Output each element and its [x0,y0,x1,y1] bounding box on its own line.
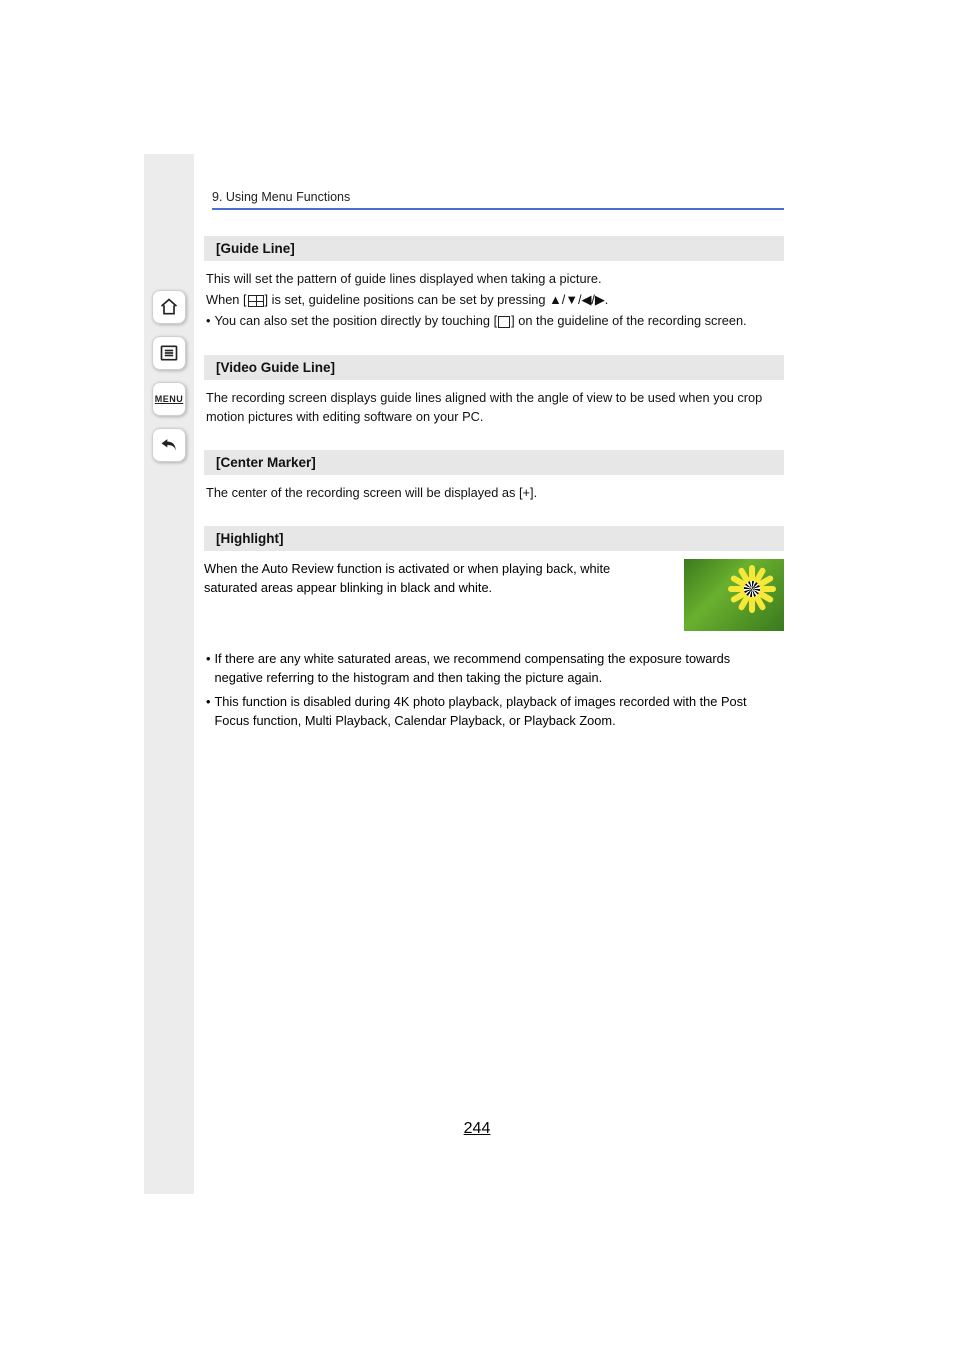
back-icon [159,435,179,455]
highlight-notes: • If there are any white saturated areas… [204,649,784,730]
section-header-guide-line: [Guide Line] [204,236,784,261]
section-body-video-guide-line: The recording screen displays guide line… [204,388,784,426]
section-header-highlight: [Highlight] [204,526,784,551]
guide-line-p2: When [] is set, guideline positions can … [206,290,782,309]
highlight-sample-image [684,559,784,631]
highlight-note-2: • This function is disabled during 4K ph… [206,692,782,730]
highlight-note-1: • If there are any white saturated areas… [206,649,782,687]
section-header-video-guide-line: [Video Guide Line] [204,355,784,380]
highlight-text: When the Auto Review function is activat… [204,559,666,597]
section-body-guide-line: This will set the pattern of guide lines… [204,269,784,331]
touch-square-icon [498,316,510,328]
section-body-center-marker: The center of the recording screen will … [204,483,784,502]
content-area: 9. Using Menu Functions [Guide Line] Thi… [204,190,784,734]
flower-graphic [730,567,774,611]
menu-button[interactable]: MENU [152,382,186,416]
breadcrumb: 9. Using Menu Functions [212,190,784,210]
dpad-arrows: ▲/▼/◀/▶ [549,292,605,307]
home-button[interactable] [152,290,186,324]
menu-label: MENU [155,394,184,404]
guide-line-bullet: • You can also set the position directly… [206,311,782,330]
contents-button[interactable] [152,336,186,370]
grid-guideline-icon [248,295,264,307]
contents-icon [159,343,179,363]
section-header-center-marker: [Center Marker] [204,450,784,475]
home-icon [159,297,179,317]
sidebar: MENU [144,290,194,462]
highlight-row: When the Auto Review function is activat… [204,559,784,631]
guide-line-p1: This will set the pattern of guide lines… [206,269,782,288]
back-button[interactable] [152,428,186,462]
page-number[interactable]: 244 [0,1120,954,1138]
